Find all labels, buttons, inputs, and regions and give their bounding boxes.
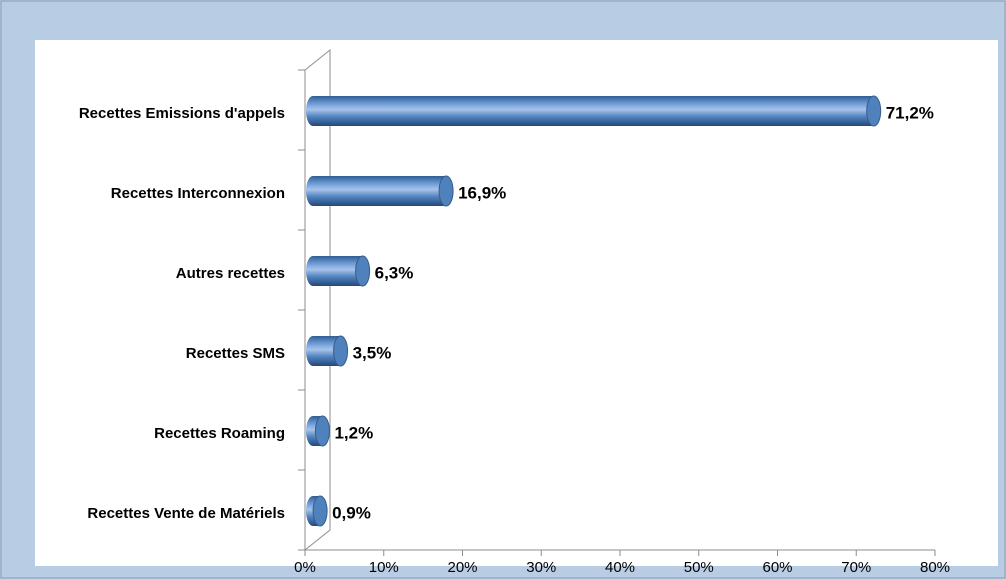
value-label: 71,2% — [886, 103, 934, 122]
x-tick-label: 20% — [447, 559, 477, 576]
bar — [313, 96, 874, 126]
value-label: 0,9% — [332, 503, 371, 522]
y-tick-label: Autres recettes — [176, 265, 285, 282]
x-tick-label: 50% — [684, 559, 714, 576]
plot-panel — [35, 40, 998, 566]
bar-cap — [333, 335, 349, 367]
bar-base — [306, 256, 320, 286]
bar-cap — [314, 415, 330, 447]
bar-base — [306, 96, 320, 126]
value-label: 1,2% — [334, 423, 373, 442]
x-tick-label: 80% — [920, 559, 950, 576]
value-label: 3,5% — [353, 343, 392, 362]
x-tick-label: 60% — [762, 559, 792, 576]
bar-cap — [438, 175, 454, 207]
x-tick-label: 70% — [841, 559, 871, 576]
y-tick-label: Recettes Emissions d'appels — [79, 105, 285, 122]
bar-base — [306, 336, 320, 366]
bar-cap — [312, 495, 328, 527]
x-tick-label: 30% — [526, 559, 556, 576]
bar-cap — [866, 95, 882, 127]
y-tick-label: Recettes Vente de Matériels — [87, 505, 285, 522]
x-tick-label: 0% — [294, 559, 316, 576]
bar — [313, 256, 363, 286]
bar — [313, 176, 447, 206]
y-tick-label: Recettes Interconnexion — [111, 185, 285, 202]
x-tick-label: 10% — [369, 559, 399, 576]
y-tick-label: Recettes Roaming — [154, 425, 285, 442]
bar-base — [306, 176, 320, 206]
value-label: 6,3% — [375, 263, 414, 282]
x-tick-label: 40% — [605, 559, 635, 576]
y-tick-label: Recettes SMS — [186, 345, 285, 362]
value-label: 16,9% — [458, 183, 506, 202]
bar-cap — [355, 255, 371, 287]
